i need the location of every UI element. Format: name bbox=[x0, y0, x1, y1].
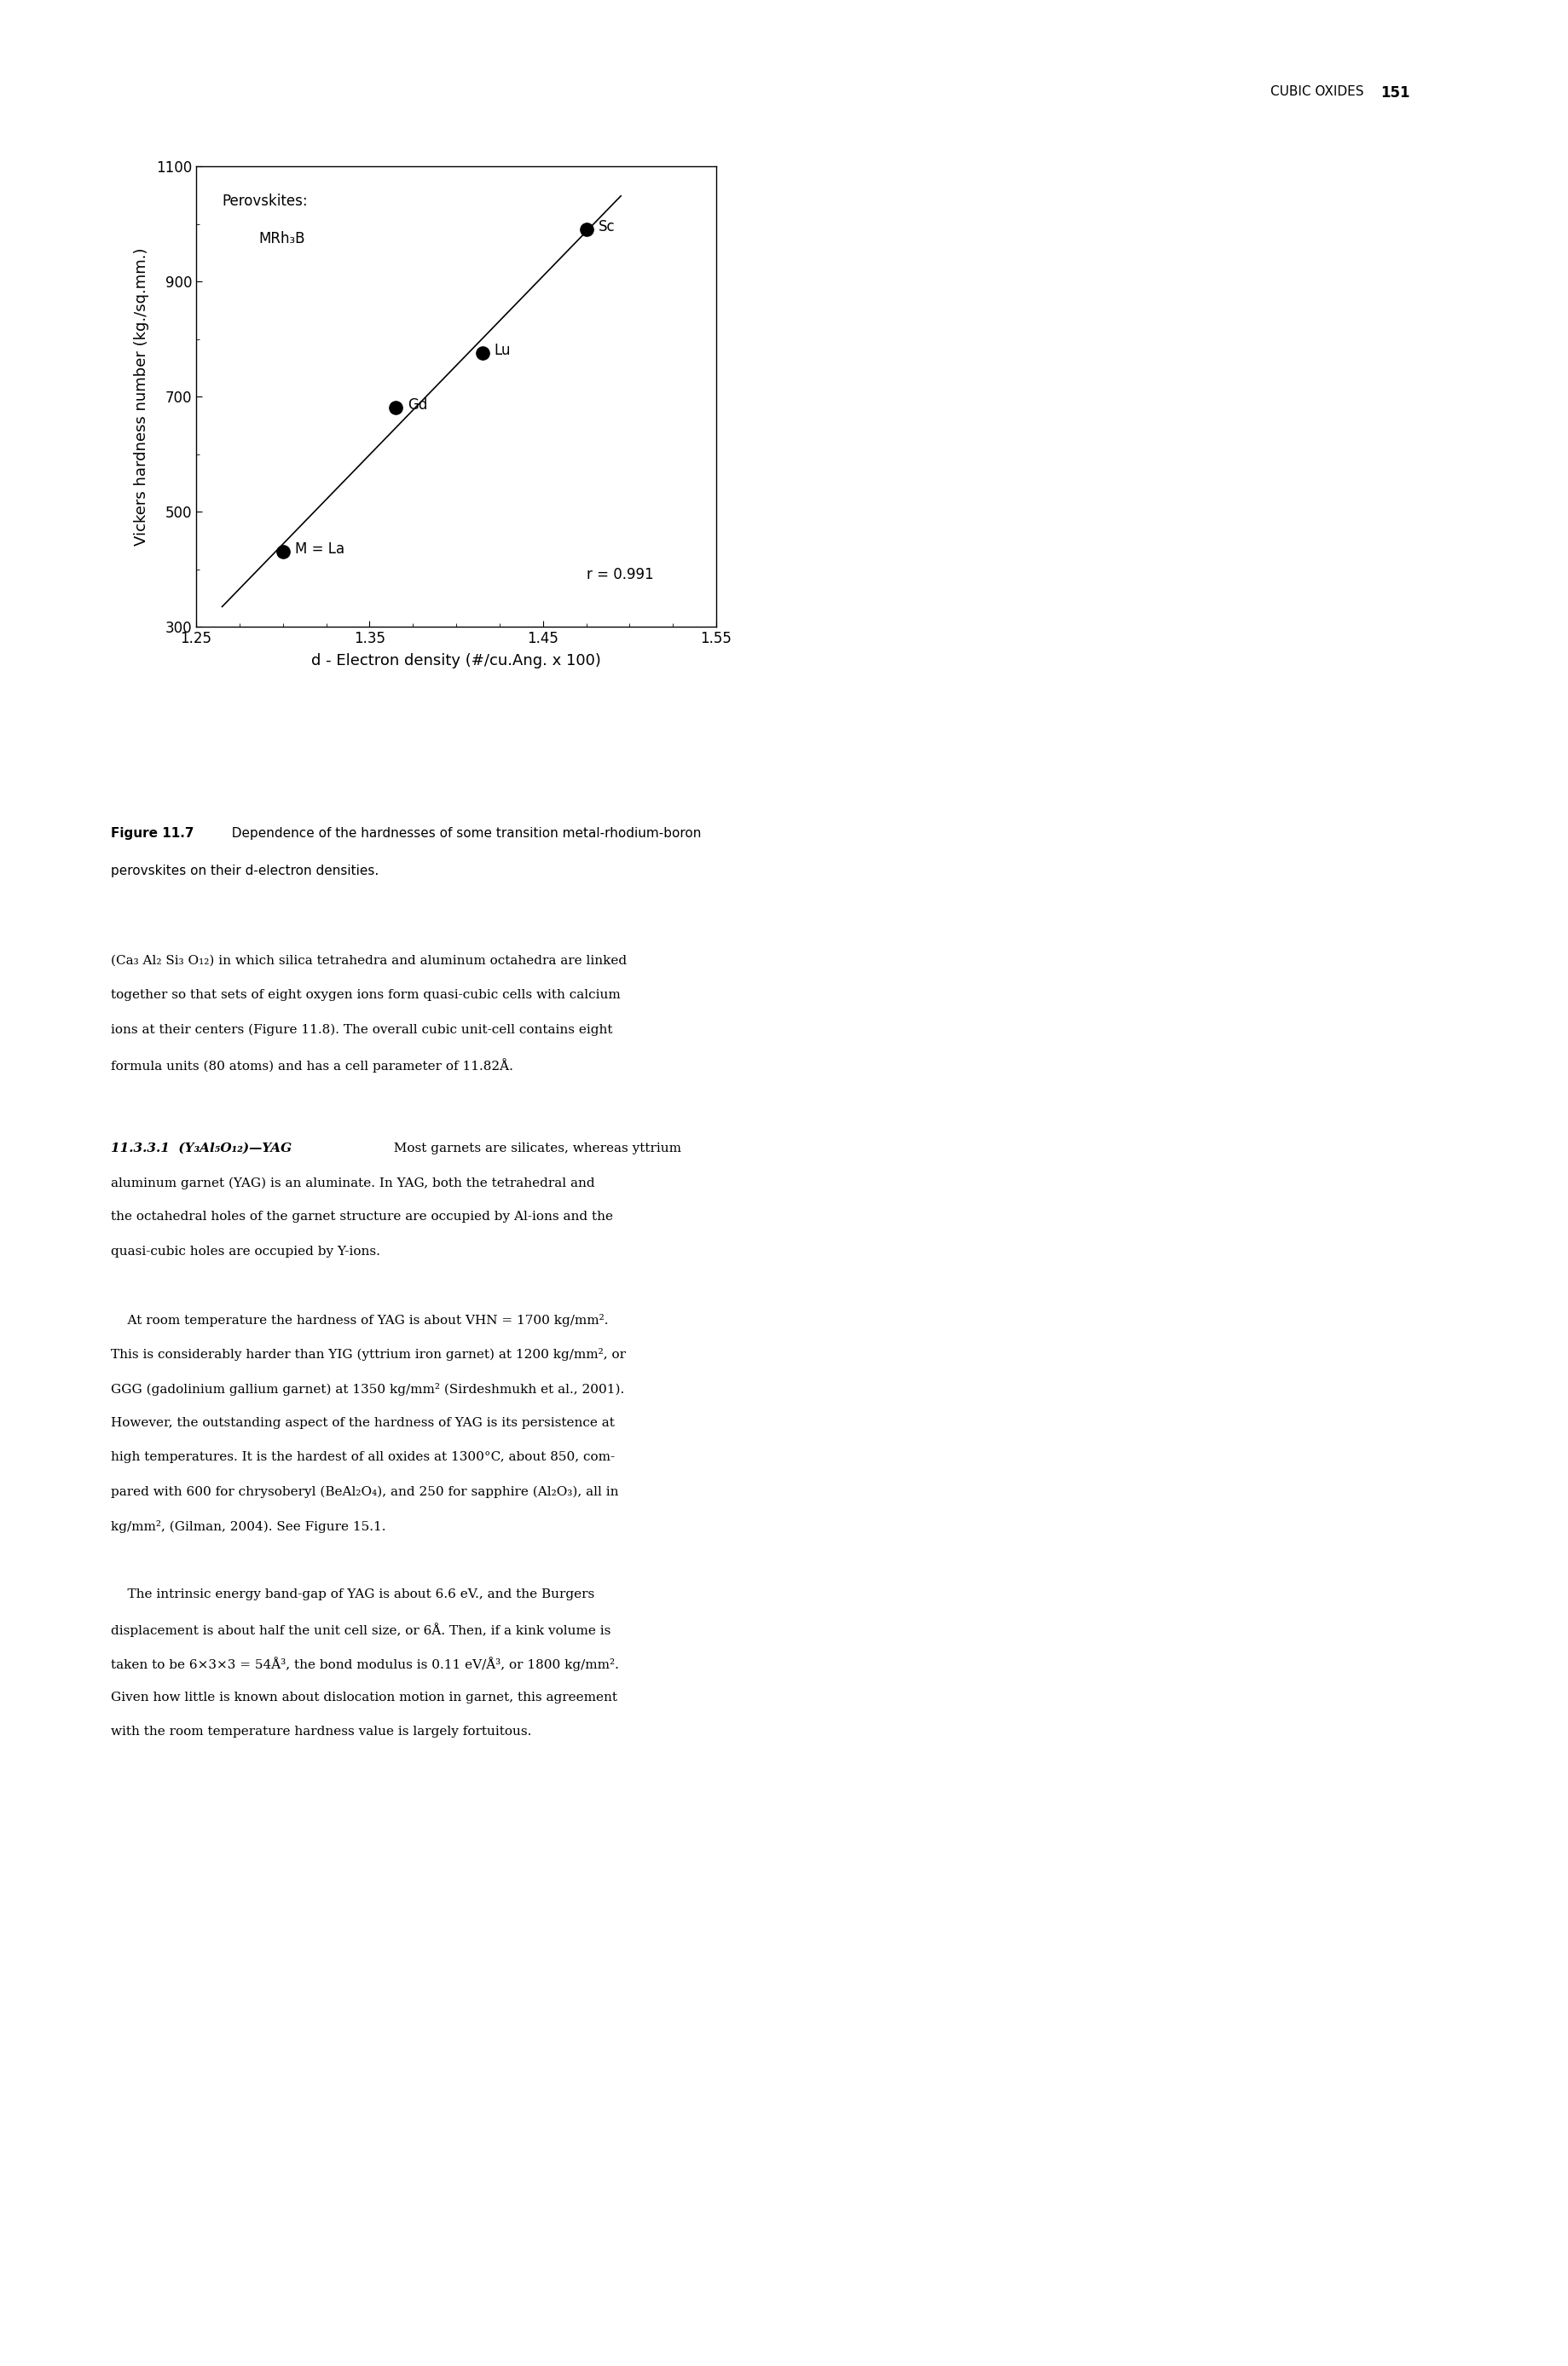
Text: the octahedral holes of the garnet structure are occupied by Al-ions and the: the octahedral holes of the garnet struc… bbox=[111, 1211, 613, 1223]
Text: Dependence of the hardnesses of some transition metal-rhodium-boron: Dependence of the hardnesses of some tra… bbox=[224, 828, 701, 840]
Text: formula units (80 atoms) and has a cell parameter of 11.82Å.: formula units (80 atoms) and has a cell … bbox=[111, 1058, 513, 1072]
Text: kg/mm², (Gilman, 2004). See Figure 15.1.: kg/mm², (Gilman, 2004). See Figure 15.1. bbox=[111, 1519, 386, 1533]
Text: However, the outstanding aspect of the hardness of YAG is its persistence at: However, the outstanding aspect of the h… bbox=[111, 1417, 615, 1429]
X-axis label: d - Electron density (#/cu.Ang. x 100): d - Electron density (#/cu.Ang. x 100) bbox=[310, 653, 601, 670]
Text: perovskites on their d-electron densities.: perovskites on their d-electron densitie… bbox=[111, 866, 378, 878]
Text: ions at their centers (Figure 11.8). The overall cubic unit-cell contains eight: ions at their centers (Figure 11.8). The… bbox=[111, 1024, 612, 1036]
Text: 151: 151 bbox=[1380, 85, 1410, 102]
Text: Perovskites:: Perovskites: bbox=[223, 194, 307, 208]
Text: M = La: M = La bbox=[295, 542, 345, 556]
Y-axis label: Vickers hardness number (kg./sq.mm.): Vickers hardness number (kg./sq.mm.) bbox=[133, 248, 149, 547]
Text: together so that sets of eight oxygen ions form quasi-cubic cells with calcium: together so that sets of eight oxygen io… bbox=[111, 989, 621, 1001]
Text: Sc: Sc bbox=[597, 220, 615, 234]
Text: 11.3.3.1  (Y₃Al₅O₁₂)—YAG: 11.3.3.1 (Y₃Al₅O₁₂)—YAG bbox=[111, 1143, 292, 1155]
Text: r = 0.991: r = 0.991 bbox=[586, 568, 652, 582]
Point bbox=[383, 388, 408, 426]
Point bbox=[469, 334, 494, 371]
Text: quasi-cubic holes are occupied by Y-ions.: quasi-cubic holes are occupied by Y-ions… bbox=[111, 1245, 379, 1256]
Text: Gd: Gd bbox=[408, 397, 428, 412]
Text: CUBIC OXIDES: CUBIC OXIDES bbox=[1270, 85, 1380, 97]
Text: (Ca₃ Al₂ Si₃ O₁₂) in which silica tetrahedra and aluminum octahedra are linked: (Ca₃ Al₂ Si₃ O₁₂) in which silica tetrah… bbox=[111, 956, 627, 968]
Text: GGG (gadolinium gallium garnet) at 1350 kg/mm² (Sirdeshmukh et al., 2001).: GGG (gadolinium gallium garnet) at 1350 … bbox=[111, 1382, 624, 1396]
Text: This is considerably harder than YIG (yttrium iron garnet) at 1200 kg/mm², or: This is considerably harder than YIG (yt… bbox=[111, 1349, 626, 1360]
Text: Figure 11.7: Figure 11.7 bbox=[111, 828, 194, 840]
Text: Given how little is known about dislocation motion in garnet, this agreement: Given how little is known about dislocat… bbox=[111, 1692, 616, 1704]
Text: displacement is about half the unit cell size, or 6Å. Then, if a kink volume is: displacement is about half the unit cell… bbox=[111, 1623, 610, 1637]
Text: high temperatures. It is the hardest of all oxides at 1300°C, about 850, com-: high temperatures. It is the hardest of … bbox=[111, 1450, 615, 1462]
Point bbox=[270, 532, 295, 570]
Text: MRh₃B: MRh₃B bbox=[259, 232, 304, 246]
Text: Lu: Lu bbox=[494, 343, 511, 357]
Text: taken to be 6×3×3 = 54Å³, the bond modulus is 0.11 eV/Å³, or 1800 kg/mm².: taken to be 6×3×3 = 54Å³, the bond modul… bbox=[111, 1656, 618, 1670]
Text: with the room temperature hardness value is largely fortuitous.: with the room temperature hardness value… bbox=[111, 1725, 532, 1737]
Text: The intrinsic energy band-gap of YAG is about 6.6 eV., and the Burgers: The intrinsic energy band-gap of YAG is … bbox=[111, 1588, 594, 1599]
Text: pared with 600 for chrysoberyl (BeAl₂O₄), and 250 for sapphire (Al₂O₃), all in: pared with 600 for chrysoberyl (BeAl₂O₄)… bbox=[111, 1486, 618, 1498]
Text: At room temperature the hardness of YAG is about VHN = 1700 kg/mm².: At room temperature the hardness of YAG … bbox=[111, 1313, 608, 1327]
Text: Most garnets are silicates, whereas yttrium: Most garnets are silicates, whereas yttr… bbox=[386, 1143, 681, 1155]
Point bbox=[574, 211, 599, 248]
Text: aluminum garnet (YAG) is an aluminate. In YAG, both the tetrahedral and: aluminum garnet (YAG) is an aluminate. I… bbox=[111, 1176, 594, 1190]
